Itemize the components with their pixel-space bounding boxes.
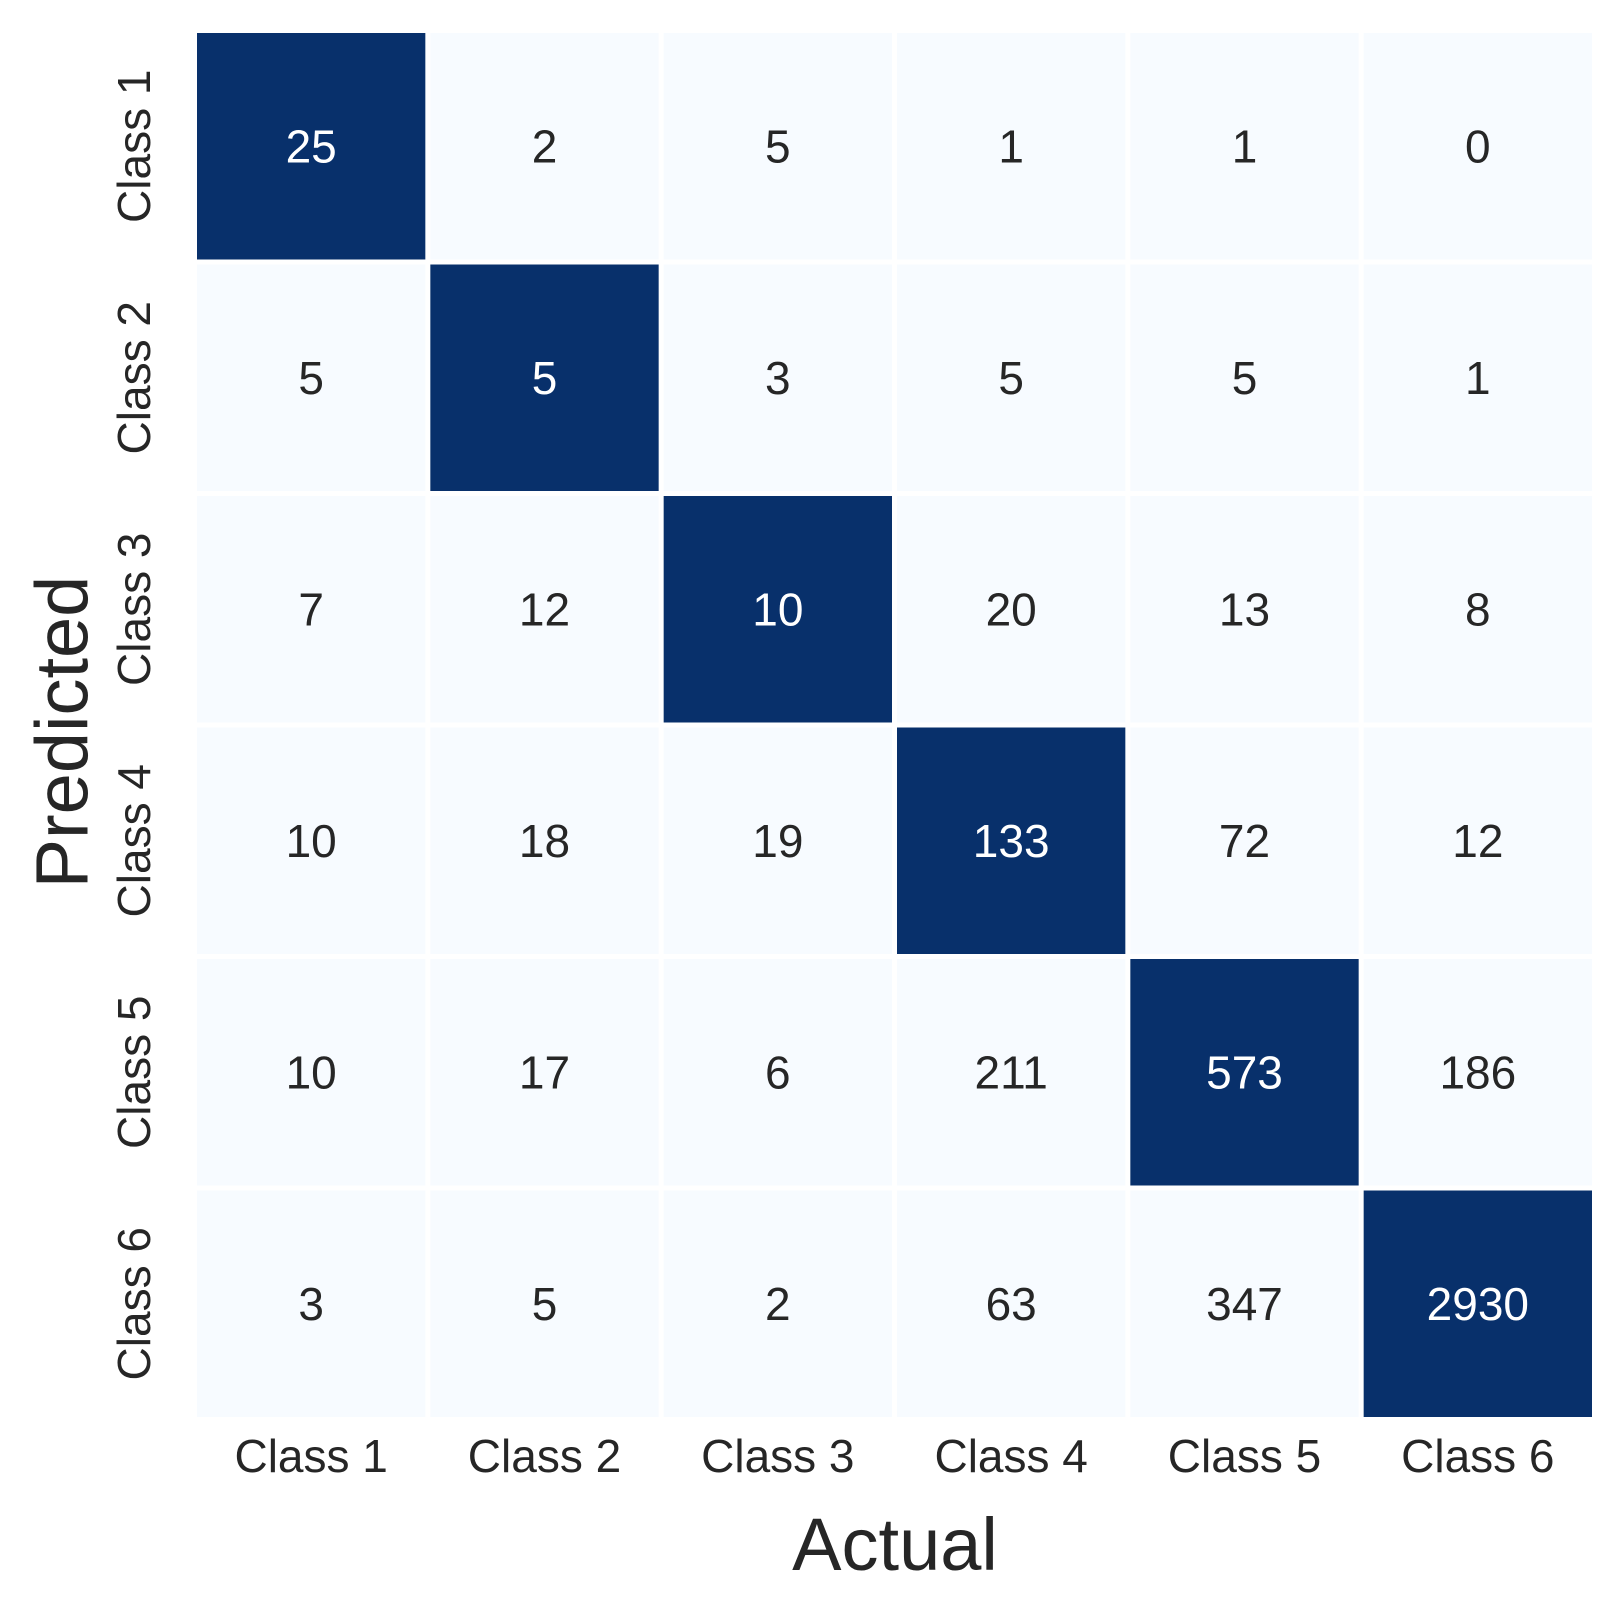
heatmap-cell-r3-c5 [1130,496,1359,723]
x-tick-label: Class 4 [934,1430,1087,1482]
heatmap-cell-r6-c3 [663,1190,892,1417]
cell-value-label: 573 [1206,1046,1283,1098]
heatmap-cell-r2-c3 [663,264,892,491]
heatmap-cell-r4-c3 [663,727,892,954]
cell-value-label: 5 [298,352,324,404]
cell-value-label: 8 [1465,583,1491,635]
heatmap-cell-r5-c4 [897,959,1126,1186]
heatmap-cell-r2-c5 [1130,264,1359,491]
cell-value-label: 5 [532,352,558,404]
heatmap-cell-r2-c6 [1363,264,1592,491]
y-tick-label: Class 2 [108,301,160,454]
heatmap-cell-r3-c4 [897,496,1126,723]
x-axis-tick-labels: Class 1 Class 2 Class 3 Class 4 Class 5 Class… [234,1430,1554,1482]
heatmap-cell-r6-c1 [197,1190,426,1417]
heatmap-cell-r5-c6 [1363,959,1592,1186]
heatmap-cell-r3-c2 [430,496,659,723]
cell-value-label: 2 [532,120,558,172]
cell-value-label: 347 [1206,1278,1283,1330]
cell-value-label: 72 [1219,815,1270,867]
heatmap-cell-r1-c1 [197,33,426,260]
cell-value-label: 25 [286,120,337,172]
cell-value-label: 3 [765,352,791,404]
cell-value-label: 186 [1439,1046,1516,1098]
cell-value-label: 211 [974,1046,1047,1098]
heatmap-cell-r4-c1 [197,727,426,954]
cell-value-label: 18 [519,815,570,867]
cell-value-label: 5 [532,1278,558,1330]
y-tick-label: Class 1 [108,70,160,223]
heatmap-cell-r1-c3 [663,33,892,260]
heatmap-cell-r1-c5 [1130,33,1359,260]
x-tick-label: Class 2 [468,1430,621,1482]
cell-value-label: 2930 [1427,1278,1529,1330]
heatmap-cell-r2-c4 [897,264,1126,491]
cell-value-label: 7 [298,583,324,635]
x-tick-label: Class 1 [234,1430,387,1482]
cell-value-label: 20 [986,583,1037,635]
heatmap-cell-r4-c2 [430,727,659,954]
x-axis-title: Actual [792,1503,998,1586]
cell-value-label: 5 [998,352,1024,404]
cell-value-label: 6 [765,1046,791,1098]
heatmap-cell-r3-c1 [197,496,426,723]
y-axis-tick-labels: Class 1 Class 2 Class 3 Class 4 Class 5 Class… [108,70,160,1381]
cell-value-label: 5 [765,120,791,172]
cell-value-label: 17 [519,1046,570,1098]
heatmap-cell-r4-c4 [897,727,1126,954]
heatmap-cell-r2-c1 [197,264,426,491]
heatmap-cell-r4-c5 [1130,727,1359,954]
y-tick-label: Class 4 [108,764,160,917]
heatmap-cell-r1-c4 [897,33,1126,260]
cell-value-label: 1 [1232,120,1258,172]
heatmap-cell-r5-c2 [430,959,659,1186]
cell-value-label: 2 [765,1278,791,1330]
x-tick-label: Class 6 [1401,1430,1554,1482]
cell-value-label: 12 [519,583,570,635]
y-tick-label: Class 6 [108,1227,160,1380]
x-tick-label: Class 5 [1168,1430,1321,1482]
y-tick-label: Class 5 [108,996,160,1149]
cell-value-label: 12 [1452,815,1503,867]
heatmap-cell-r3-c3 [663,496,892,723]
heatmap-cell-r5-c1 [197,959,426,1186]
cell-value-label: 10 [286,815,337,867]
heatmap-cell-r6-c2 [430,1190,659,1417]
cell-value-label: 3 [298,1278,324,1330]
heatmap-cell-r6-c6 [1363,1190,1592,1417]
heatmap-cell-r1-c6 [1363,33,1592,260]
heatmap-cell-r3-c6 [1363,496,1592,723]
cell-value-label: 5 [1232,352,1258,404]
heatmap-cell-r6-c4 [897,1190,1126,1417]
cell-value-label: 63 [986,1278,1037,1330]
cell-value-label: 19 [752,815,803,867]
cell-value-label: 1 [998,120,1024,172]
y-axis-title: Predicted [21,576,104,889]
cell-value-label: 1 [1465,352,1491,404]
heatmap-cell-r6-c5 [1130,1190,1359,1417]
heatmap-cell-r5-c5 [1130,959,1359,1186]
cell-value-label: 133 [973,815,1050,867]
heatmap-cell-r1-c2 [430,33,659,260]
x-tick-label: Class 3 [701,1430,854,1482]
heatmap-cell-r2-c2 [430,264,659,491]
heatmap-cell-r4-c6 [1363,727,1592,954]
cell-value-label: 13 [1219,583,1270,635]
cell-value-label: 10 [752,583,803,635]
y-tick-label: Class 3 [108,533,160,686]
heatmap-cell-r5-c3 [663,959,892,1186]
cell-value-label: 0 [1465,120,1491,172]
cell-value-label: 10 [286,1046,337,1098]
